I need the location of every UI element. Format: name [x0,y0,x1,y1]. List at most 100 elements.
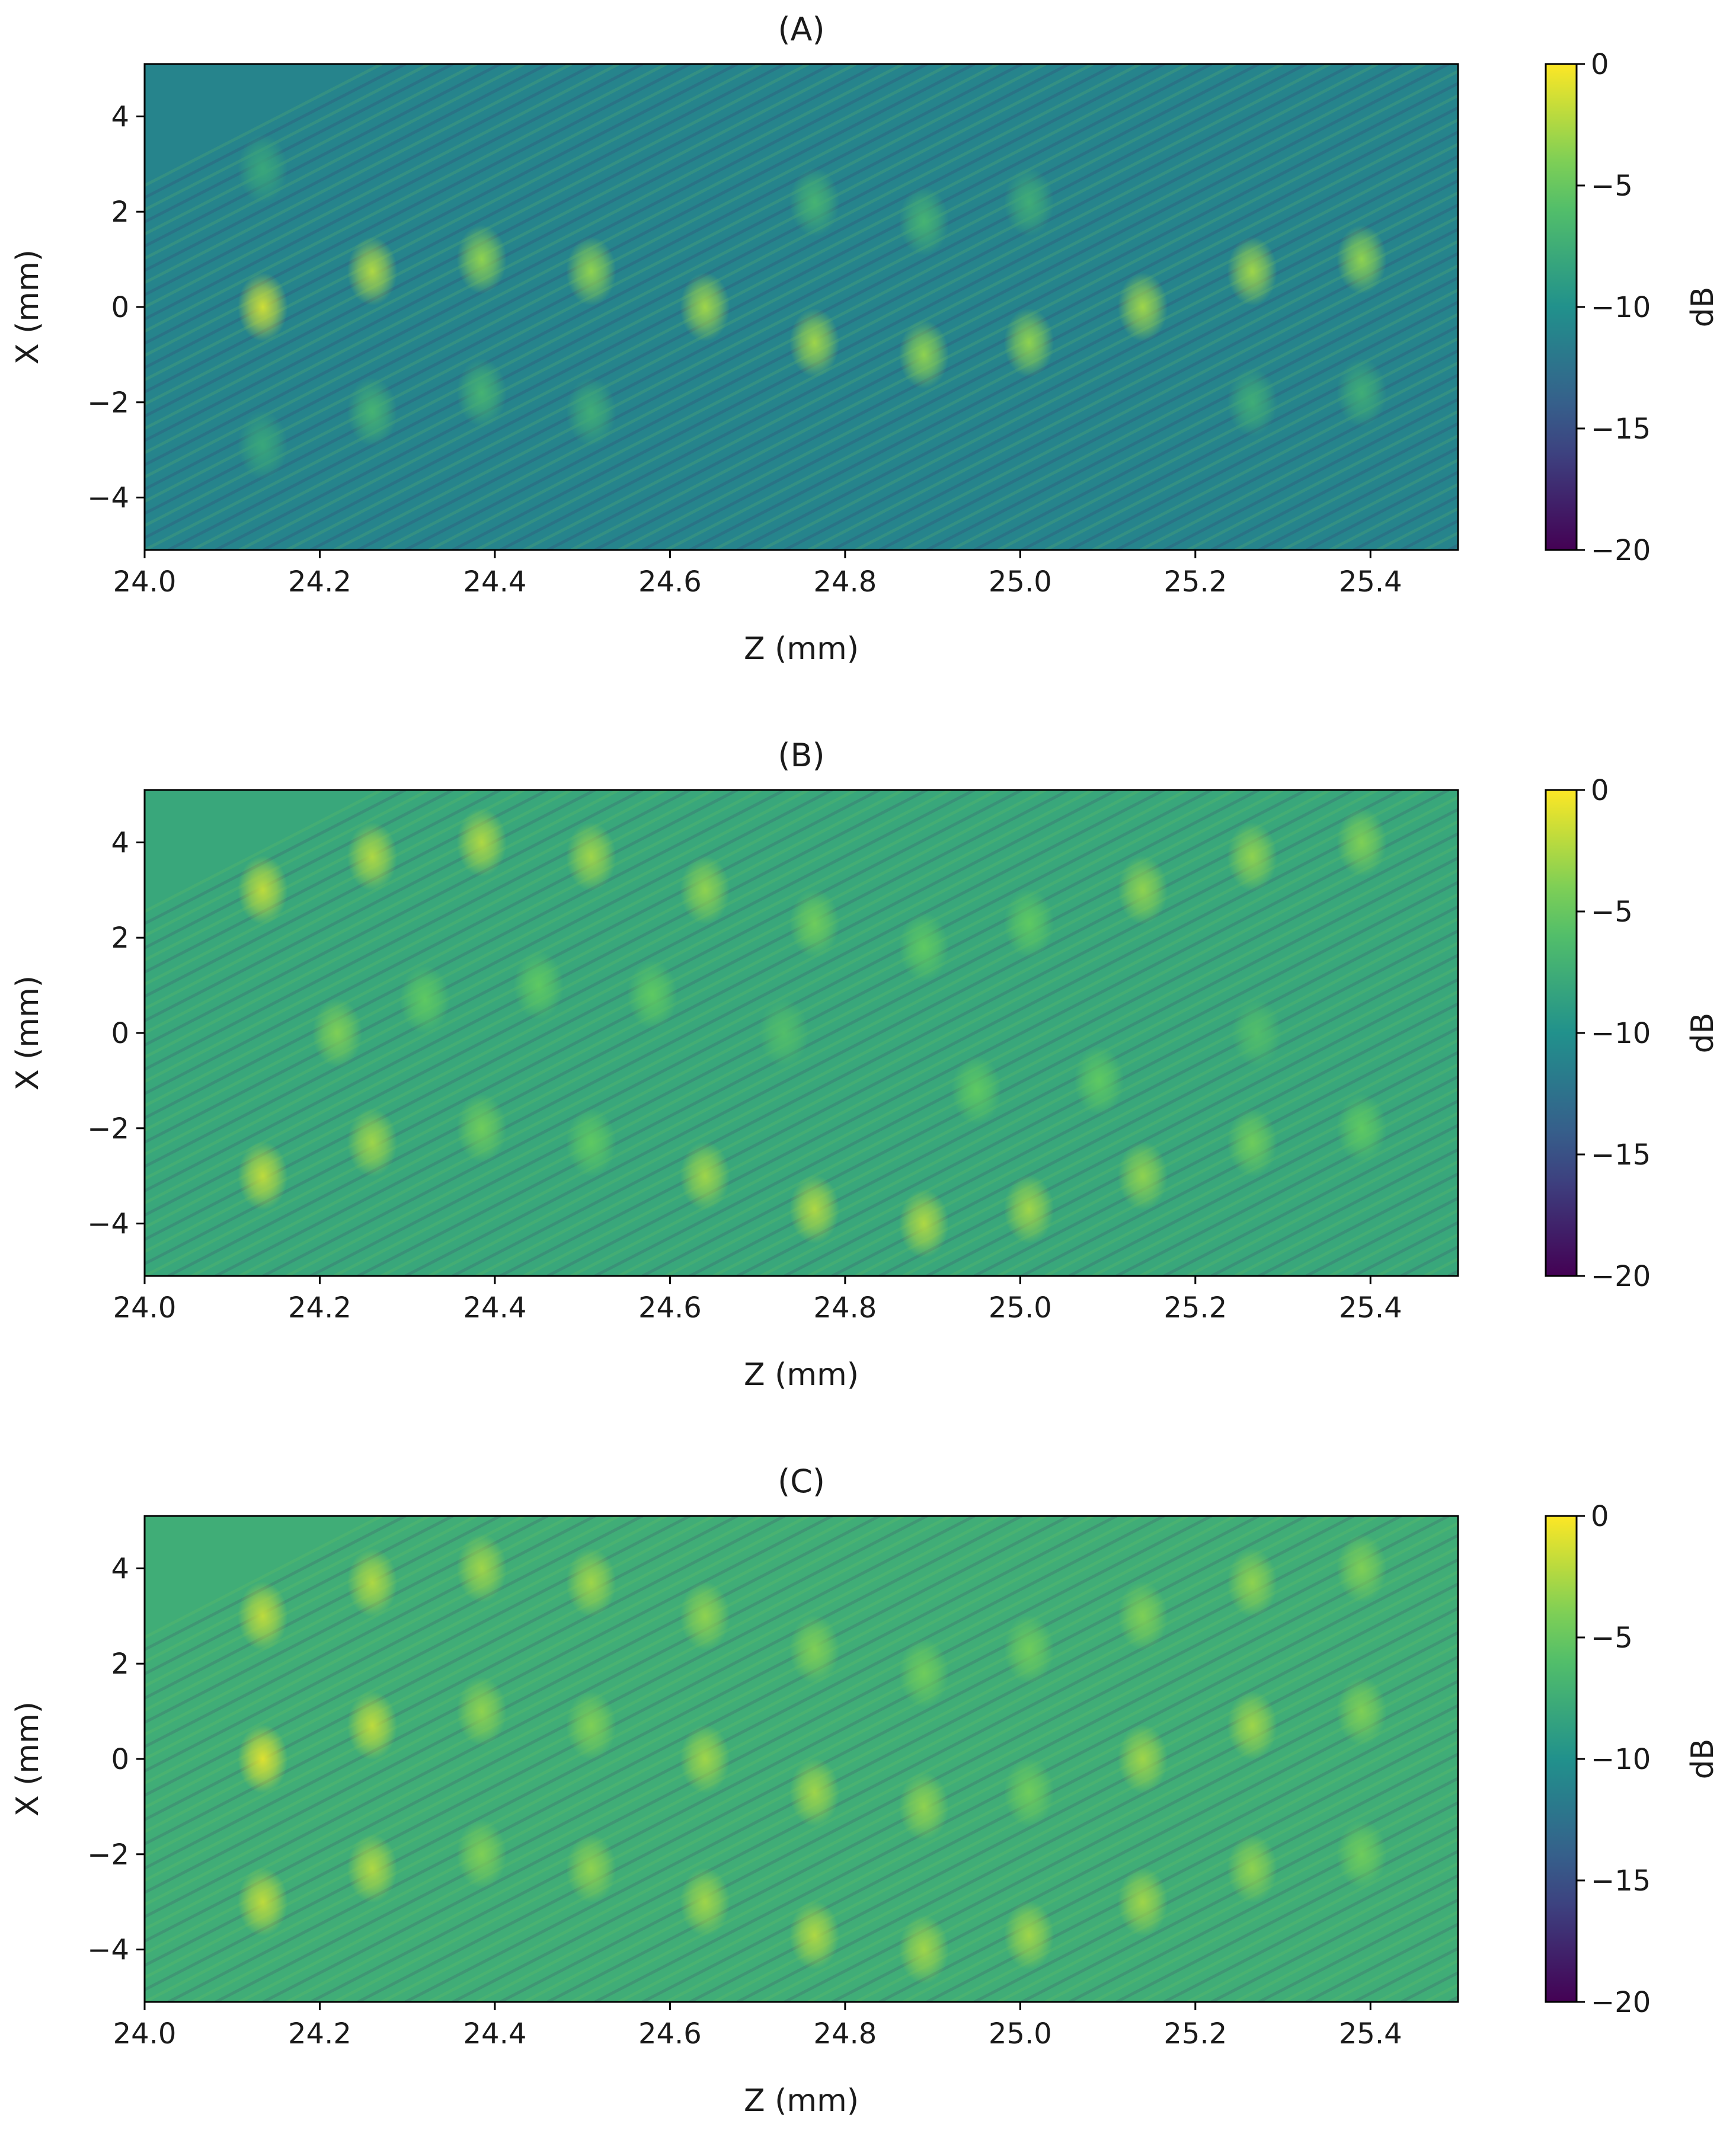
hotspot [1337,225,1387,294]
hotspot [899,1915,949,1984]
texture-streak [145,790,573,1010]
texture-streak [145,790,478,962]
y-tick-label: 0 [111,291,129,324]
texture-streak [145,64,549,273]
hotspot [238,273,288,341]
hotspot [347,1108,398,1177]
texture-streak [145,790,976,1217]
texture-streak [902,1716,1458,2002]
texture-streak [145,64,620,309]
texture-streak [191,1516,1142,2002]
hotspot [347,1834,398,1903]
texture-streak [167,1516,1118,2002]
colorbar-tick-label: −5 [1591,169,1633,203]
texture-streak [736,178,1458,550]
texture-streak [309,64,1260,550]
y-tick-label: 0 [111,1743,129,1776]
texture-streak [145,1516,999,1955]
x-tick-label: 25.4 [1339,1291,1402,1325]
x-axis-label: Z (mm) [744,2083,859,2119]
hotspot [680,1581,730,1650]
texture-streak [145,1516,786,1846]
texture-streak [1044,1063,1458,1276]
speckle-texture [145,1516,1736,2002]
hotspot [1227,1548,1277,1617]
texture-streak [618,844,1458,1276]
texture-streak [784,203,1458,550]
hotspot [238,1581,288,1650]
hotspot [789,1901,840,1970]
panel-title: (C) [778,1463,825,1500]
hotspot [456,225,507,294]
texture-streak [145,64,810,406]
y-tick-label: −2 [87,386,129,420]
texture-streak [1068,1074,1458,1276]
colorbar-tick-label: −5 [1591,1621,1633,1655]
hotspot [1337,808,1387,877]
texture-streak [452,64,1402,550]
heatmap-area [145,790,1458,1276]
x-tick-label: 24.8 [813,2017,877,2051]
hotspot [1004,168,1054,237]
texture-streak [523,795,1458,1276]
x-tick-label: 24.2 [288,565,351,599]
hotspot [347,236,398,306]
texture-streak [1234,1886,1458,2002]
hotspot [1004,889,1054,958]
hotspot [1227,822,1277,891]
colorbar-tick-label: 0 [1591,48,1609,81]
texture-streak [262,64,1213,550]
texture-streak [145,1516,383,1639]
colorbar-gradient [1545,1515,1578,2003]
texture-streak [145,790,454,950]
hotspot [347,1548,398,1617]
y-tick-label: −4 [87,1934,129,1967]
hotspot [680,1141,730,1211]
texture-streak [145,1516,976,1943]
hotspot [399,965,450,1034]
texture-streak [145,64,454,224]
y-tick-label: −2 [87,1112,129,1146]
y-axis-label: X (mm) [10,1701,46,1816]
texture-streak [404,790,1355,1276]
texture-streak [1068,1800,1458,2002]
hotspot [238,1725,288,1793]
texture-streak [145,64,573,284]
texture-streak [145,64,667,333]
texture-streak [167,64,1118,550]
panel-title: (A) [778,11,824,48]
texture-streak [145,1516,904,1907]
x-tick-label: 24.4 [463,565,526,599]
texture-streak [736,904,1458,1276]
texture-streak [428,1516,1379,2002]
x-tick-label: 24.0 [113,565,177,599]
texture-streak [1163,1849,1458,2002]
hotspot [456,1093,507,1163]
texture-streak [1163,397,1458,550]
texture-streak [594,831,1458,1276]
hotspot [899,1189,949,1258]
colorbar-tick-label: −20 [1591,1986,1651,2019]
texture-streak [1187,410,1458,550]
texture-streak [145,64,952,479]
texture-streak [570,94,1458,550]
texture-streak [855,239,1458,550]
texture-streak [1044,337,1458,550]
texture-streak [712,167,1458,550]
y-axis-label: X (mm) [10,249,46,364]
colorbar: 0 −5 −10 −15 −20 [1545,48,1651,567]
texture-streak [499,1516,1450,2002]
texture-streak [145,790,596,1023]
hotspot [566,1548,616,1617]
hotspot [1118,273,1168,341]
texture-streak [145,1516,1094,2002]
texture-streak [1092,361,1458,550]
texture-streak [1139,1111,1458,1276]
texture-streak [145,1516,596,1749]
texture-streak [1733,1516,1736,2002]
hotspot [566,822,616,891]
y-tick-label: 4 [111,1552,129,1585]
x-tick-label: 25.0 [989,565,1052,599]
colorbar-label: dB [1685,1739,1721,1780]
x-tick-label: 24.6 [638,1291,702,1325]
